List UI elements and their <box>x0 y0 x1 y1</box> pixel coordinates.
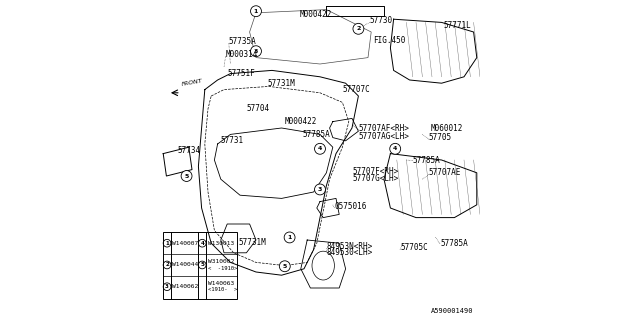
Text: M000422: M000422 <box>285 117 317 126</box>
Text: 57707C: 57707C <box>342 85 370 94</box>
Text: 57707AG<LH>: 57707AG<LH> <box>358 132 409 140</box>
Text: M000422: M000422 <box>300 10 332 19</box>
Text: 57731M: 57731M <box>239 238 266 247</box>
Text: 5: 5 <box>184 173 189 179</box>
Text: 57785A: 57785A <box>413 156 440 164</box>
Text: 0575016: 0575016 <box>334 202 367 211</box>
Text: 1: 1 <box>254 9 258 14</box>
Text: 57731M: 57731M <box>268 79 295 88</box>
Text: FRONT: FRONT <box>181 79 203 87</box>
Text: 5: 5 <box>283 264 287 269</box>
Text: 3: 3 <box>318 187 322 192</box>
Text: 57707G<LH>: 57707G<LH> <box>352 174 398 183</box>
Text: <1910-  >: <1910- > <box>207 287 237 292</box>
Circle shape <box>250 46 262 57</box>
Circle shape <box>163 283 171 291</box>
Text: <  -1910>: < -1910> <box>207 266 237 271</box>
Text: 57707AF<RH>: 57707AF<RH> <box>358 124 409 132</box>
Text: 57705: 57705 <box>429 133 452 142</box>
Text: 57771L: 57771L <box>443 21 471 30</box>
Text: M000314: M000314 <box>226 50 258 59</box>
Text: 57751F: 57751F <box>227 69 255 78</box>
Text: W140007: W140007 <box>173 241 199 246</box>
Circle shape <box>390 143 401 154</box>
Text: 84953N<RH>: 84953N<RH> <box>326 242 372 251</box>
Text: 57704: 57704 <box>246 104 269 113</box>
Text: A590001490: A590001490 <box>431 308 474 314</box>
Text: 2: 2 <box>165 262 169 268</box>
Text: 849530<LH>: 849530<LH> <box>326 248 372 257</box>
Text: 3: 3 <box>254 49 258 54</box>
Text: 57730: 57730 <box>370 16 393 25</box>
Text: 57731: 57731 <box>221 136 244 145</box>
Text: 4: 4 <box>200 241 204 246</box>
Circle shape <box>163 239 171 247</box>
Circle shape <box>284 232 295 243</box>
Text: 4: 4 <box>318 146 322 151</box>
Text: W140044: W140044 <box>173 262 199 268</box>
Circle shape <box>280 261 291 272</box>
Text: 2: 2 <box>356 26 360 31</box>
Circle shape <box>314 184 326 195</box>
Circle shape <box>198 261 206 269</box>
Circle shape <box>198 239 206 247</box>
Text: W140062: W140062 <box>173 284 199 289</box>
Circle shape <box>163 261 171 269</box>
Text: 1: 1 <box>287 235 292 240</box>
Circle shape <box>314 143 326 154</box>
Text: 5: 5 <box>200 262 204 268</box>
Text: W140063: W140063 <box>207 281 234 286</box>
Text: FIG.450: FIG.450 <box>372 36 405 44</box>
Text: 57707AE: 57707AE <box>429 168 461 177</box>
Circle shape <box>250 6 262 17</box>
Text: M060012: M060012 <box>430 124 463 132</box>
Text: 57707F<RH>: 57707F<RH> <box>352 167 398 176</box>
Text: 57785A: 57785A <box>440 239 468 248</box>
Circle shape <box>181 171 192 181</box>
Text: 57735A: 57735A <box>229 37 257 46</box>
Text: 4: 4 <box>393 146 397 151</box>
Text: 57785A: 57785A <box>302 130 330 139</box>
Text: W130013: W130013 <box>207 241 234 246</box>
Text: 57734: 57734 <box>178 146 201 155</box>
Text: W310002: W310002 <box>207 259 234 264</box>
Text: 3: 3 <box>165 284 169 289</box>
Text: 1: 1 <box>165 241 169 246</box>
Circle shape <box>353 23 364 34</box>
Text: 57705C: 57705C <box>400 244 428 252</box>
